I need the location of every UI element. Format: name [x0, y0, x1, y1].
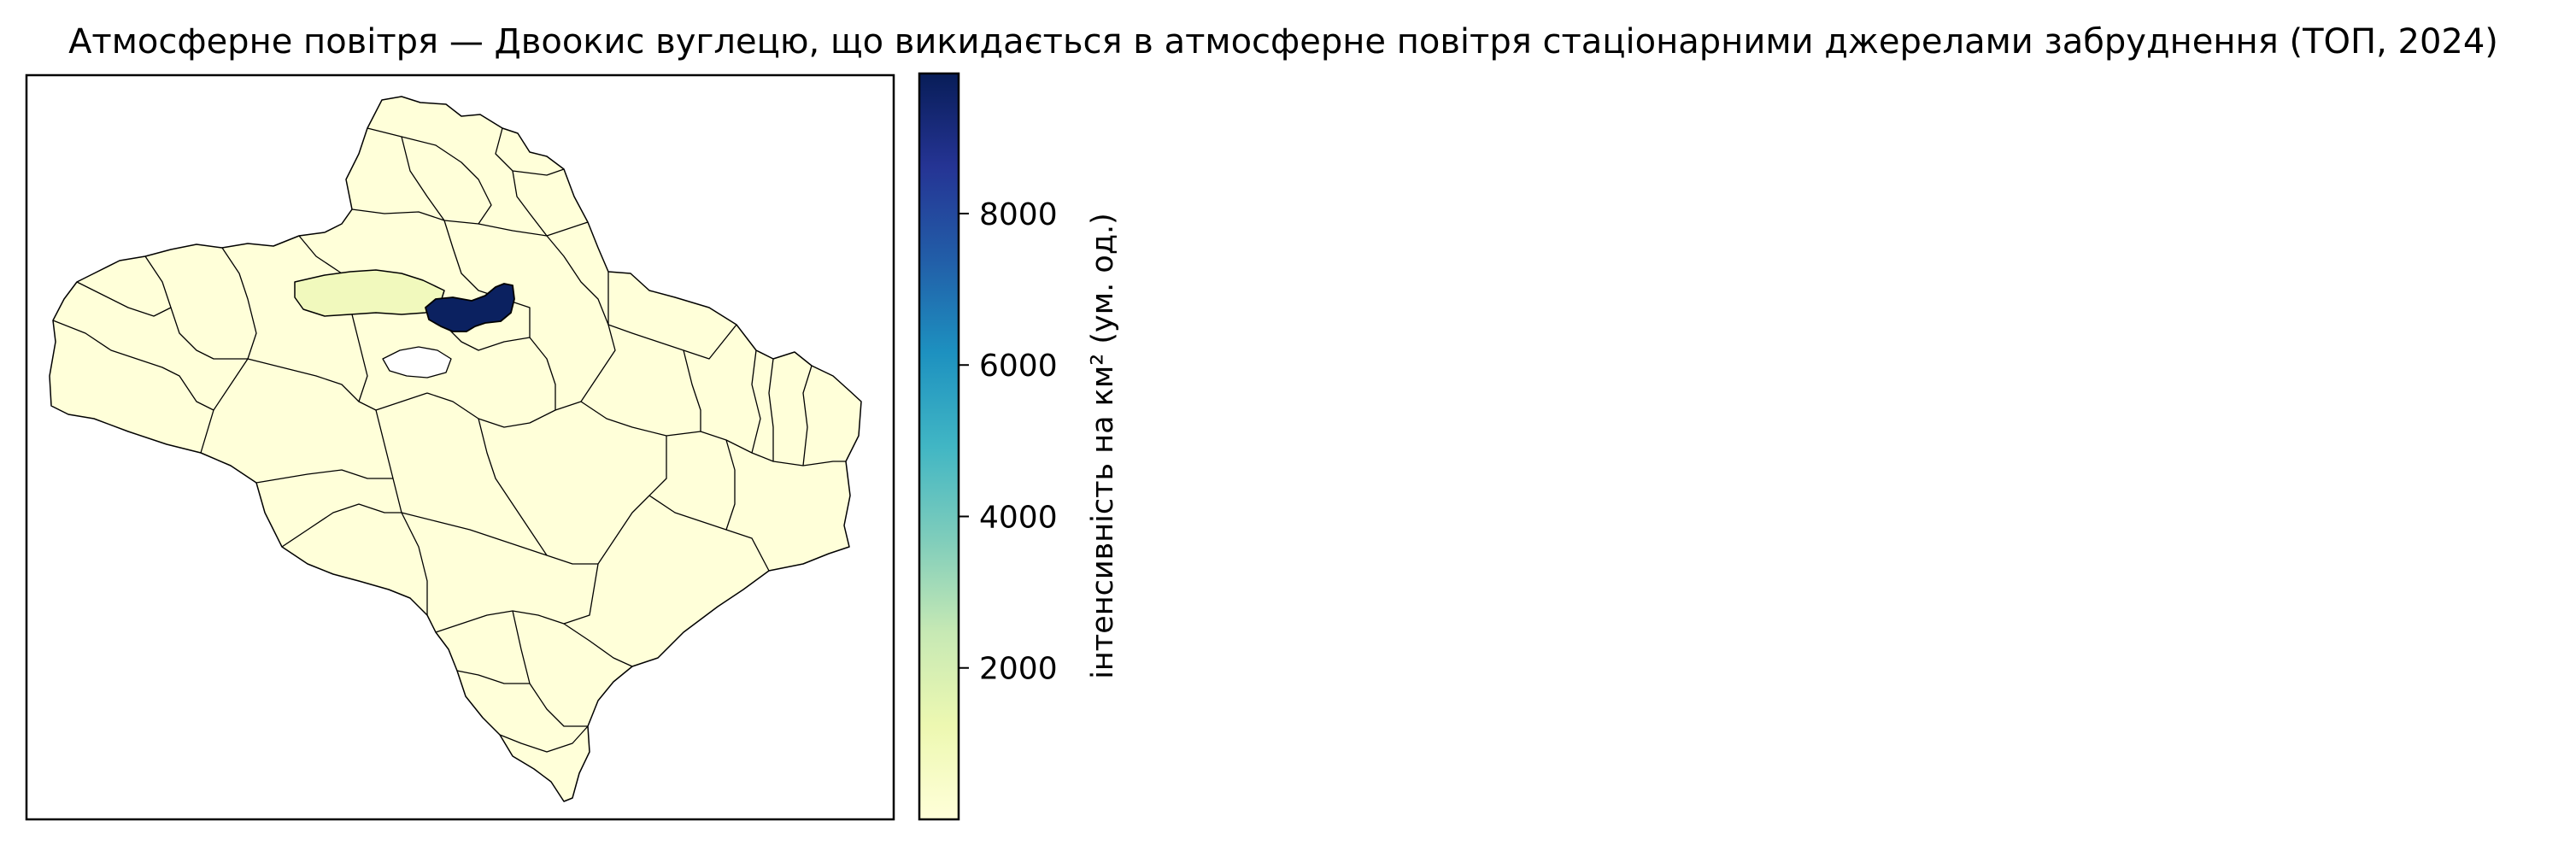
colorbar-tick-label: 8000 — [979, 197, 1058, 232]
colorbar-tick-label: 4000 — [979, 500, 1058, 535]
map-title: Атмосферне повітря — Двоокис вуглецю, що… — [68, 22, 2498, 62]
district-borders — [52, 127, 846, 753]
colorbar-tick-label: 2000 — [979, 652, 1058, 687]
colorbar-label: інтенсивність на км² (ум. од.) — [1086, 213, 1120, 679]
region-highest — [425, 283, 515, 332]
colorbar-tick-label: 6000 — [979, 349, 1058, 384]
map-regions — [49, 96, 862, 802]
oblast-outline — [49, 96, 862, 802]
colorbar-gradient — [918, 72, 960, 821]
colorbar: 2000 4000 6000 8000 інтенсивність на км² (у… — [918, 72, 1120, 821]
region-no-data — [382, 346, 452, 378]
colorbar-ticks: 2000 4000 6000 8000 — [959, 197, 1058, 687]
